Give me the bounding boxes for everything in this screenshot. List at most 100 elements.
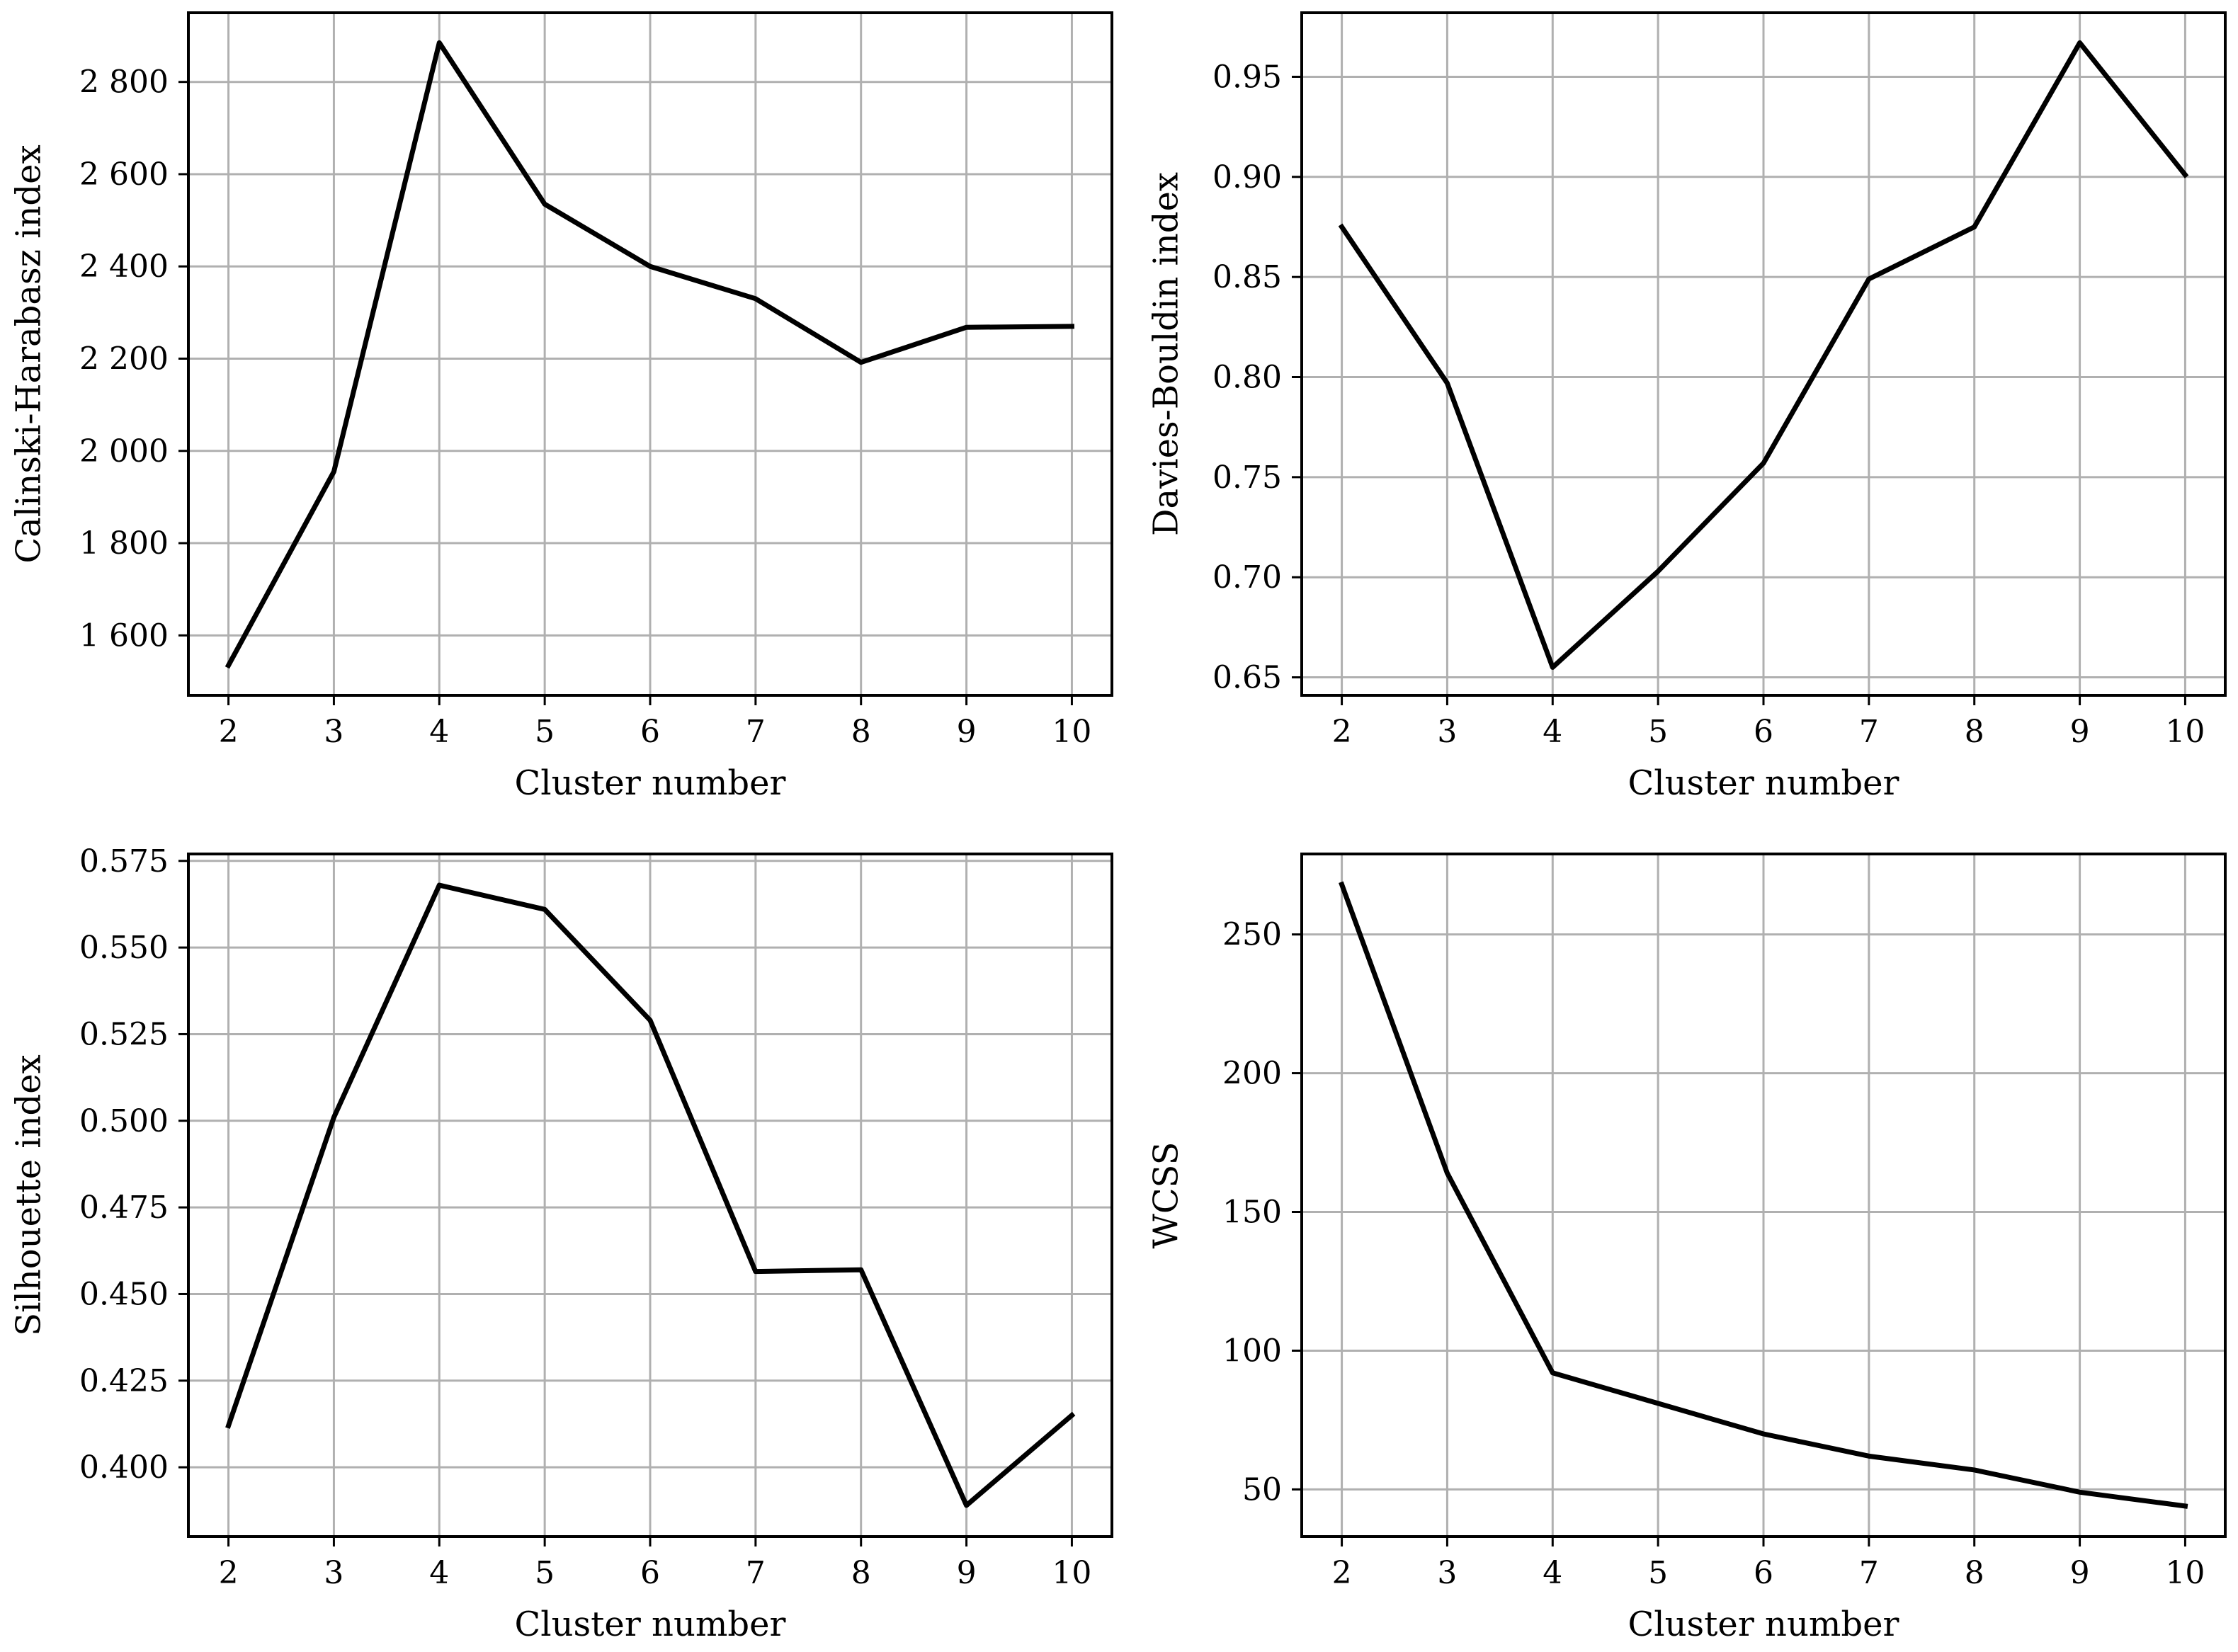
data-point [964, 1503, 969, 1508]
data-point [226, 663, 231, 668]
y-axis-label: Davies-Bouldin index [1147, 172, 1186, 536]
y-tick-label: 0.550 [79, 930, 169, 966]
x-tick-label: 6 [640, 1555, 660, 1591]
x-tick-label: 7 [1859, 714, 1879, 750]
data-point [1972, 1467, 1977, 1472]
data-point [858, 360, 863, 365]
y-tick-label: 2 400 [79, 249, 169, 285]
x-tick-label: 10 [1052, 714, 1091, 750]
x-tick-label: 2 [219, 714, 239, 750]
x-tick-label: 5 [1648, 1555, 1668, 1591]
y-tick-label: 50 [1242, 1471, 1282, 1508]
x-tick-label: 4 [429, 714, 449, 750]
x-tick-label: 8 [851, 1555, 871, 1591]
y-tick-label: 1 800 [79, 525, 169, 562]
x-tick-label: 3 [1437, 1555, 1457, 1591]
x-tick-label: 10 [2165, 1555, 2205, 1591]
data-point [437, 883, 442, 888]
data-point [1339, 882, 1344, 887]
data-point [543, 202, 547, 207]
y-axis-label: WCSS [1147, 1142, 1186, 1249]
y-tick-label: 2 800 [79, 64, 169, 101]
y-tick-label: 2 200 [79, 341, 169, 377]
chart-panel: 2 3 4 5 6 7 8 9 10 0.400 0.425 0.450 0.475 0.500 0.525… [9, 843, 1113, 1644]
x-tick-label: 3 [1437, 714, 1457, 750]
x-tick-label: 7 [746, 714, 766, 750]
y-tick-label: 0.80 [1212, 360, 1282, 396]
x-tick-label: 10 [2165, 714, 2205, 750]
x-tick-label: 8 [1965, 1555, 1984, 1591]
data-point [1866, 1454, 1871, 1459]
x-axis-label: Cluster number [1628, 1605, 1899, 1644]
data-point [648, 264, 652, 269]
y-tick-label: 250 [1222, 917, 1282, 953]
chart-panel: 2 3 4 5 6 7 8 9 10 0.65 0.70 0.75 0.80 0.85 0.90 0.95 Cl… [1147, 11, 2227, 803]
data-point [1550, 1370, 1555, 1375]
data-point [543, 907, 547, 912]
x-tick-label: 4 [429, 1555, 449, 1591]
x-tick-label: 6 [1754, 1555, 1773, 1591]
y-tick-label: 0.575 [79, 843, 169, 879]
data-point [1866, 276, 1871, 281]
x-tick-label: 5 [535, 714, 555, 750]
y-tick-label: 0.475 [79, 1190, 169, 1226]
x-tick-label: 3 [324, 1555, 343, 1591]
x-tick-label: 4 [1543, 714, 1562, 750]
y-tick-label: 0.85 [1212, 259, 1282, 295]
x-tick-label: 9 [2070, 1555, 2090, 1591]
y-tick-label: 1 600 [79, 617, 169, 654]
data-point [1445, 1170, 1450, 1175]
data-point [753, 296, 758, 301]
x-tick-label: 5 [1648, 714, 1668, 750]
chart-panel: 2 3 4 5 6 7 8 9 10 50 100 150 200 250 Cluster number WC… [1147, 853, 2227, 1644]
data-point [331, 469, 336, 474]
y-tick-label: 0.500 [79, 1103, 169, 1139]
y-axis-label: Silhouette index [9, 1054, 49, 1335]
data-point [437, 40, 442, 45]
x-tick-label: 6 [640, 714, 660, 750]
data-point [1069, 324, 1074, 329]
x-tick-label: 9 [957, 1555, 977, 1591]
y-tick-label: 200 [1222, 1056, 1282, 1092]
x-tick-label: 6 [1754, 714, 1773, 750]
data-point [1761, 461, 1766, 466]
x-tick-label: 10 [1052, 1555, 1091, 1591]
data-point [964, 325, 969, 330]
x-tick-label: 2 [1332, 1555, 1352, 1591]
y-axis-label: Calinski-Harabasz index [9, 144, 49, 563]
x-tick-label: 5 [535, 1555, 555, 1591]
y-tick-label: 0.525 [79, 1016, 169, 1052]
x-tick-label: 8 [851, 714, 871, 750]
y-tick-label: 0.65 [1212, 660, 1282, 696]
chart-panel: 2 3 4 5 6 7 8 9 10 1 600 1 800 2 000 2 200 2 400 2 600… [9, 11, 1113, 803]
data-point [648, 1018, 652, 1022]
data-point [1656, 1401, 1661, 1406]
y-tick-label: 150 [1222, 1195, 1282, 1231]
x-axis-label: Cluster number [515, 763, 786, 803]
x-axis-label: Cluster number [1628, 763, 1899, 803]
data-point [1069, 1413, 1074, 1418]
data-point [331, 1115, 336, 1120]
x-tick-label: 4 [1543, 1555, 1562, 1591]
data-point [1550, 665, 1555, 670]
x-tick-label: 8 [1965, 714, 1984, 750]
data-point [1445, 380, 1450, 385]
y-tick-label: 0.75 [1212, 460, 1282, 496]
data-point [1339, 224, 1344, 229]
x-tick-label: 7 [1859, 1555, 1879, 1591]
data-point [2183, 1503, 2188, 1508]
x-tick-label: 3 [324, 714, 343, 750]
data-point [1972, 224, 1977, 229]
data-point [2077, 40, 2082, 45]
y-tick-label: 0.70 [1212, 559, 1282, 596]
x-axis-label: Cluster number [515, 1605, 786, 1644]
x-tick-label: 7 [746, 1555, 766, 1591]
y-tick-label: 2 000 [79, 433, 169, 469]
y-tick-label: 0.95 [1212, 59, 1282, 95]
y-tick-label: 0.90 [1212, 159, 1282, 195]
y-tick-label: 0.450 [79, 1276, 169, 1312]
y-tick-label: 100 [1222, 1333, 1282, 1369]
data-point [1761, 1432, 1766, 1437]
x-tick-label: 2 [1332, 714, 1352, 750]
